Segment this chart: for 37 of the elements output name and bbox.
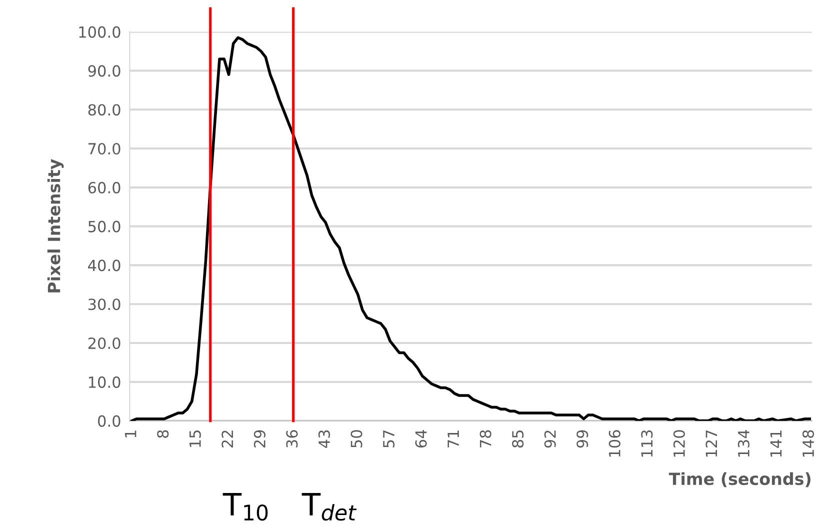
y-tick-label: 60.0 bbox=[88, 182, 120, 194]
x-tick-label: 57 bbox=[383, 430, 395, 448]
y-tick-label: 10.0 bbox=[88, 376, 120, 388]
y-tick-label: 100.0 bbox=[79, 26, 120, 38]
y-tick-label: 40.0 bbox=[88, 260, 120, 272]
x-tick-label: 127 bbox=[706, 430, 717, 457]
x-tick-label: 99 bbox=[576, 430, 588, 448]
x-tick-label: 92 bbox=[544, 430, 556, 448]
y-tick-label: 50.0 bbox=[88, 220, 120, 232]
y-tick-label: 20.0 bbox=[88, 337, 120, 350]
x-tick-label: 120 bbox=[673, 430, 685, 457]
x-tick-label: 64 bbox=[415, 430, 427, 448]
x-tick-label: 29 bbox=[254, 430, 266, 448]
x-tick-label: 78 bbox=[480, 430, 492, 448]
x-tick-label: 8 bbox=[157, 430, 169, 438]
y-tick-label: 80.0 bbox=[88, 104, 120, 116]
x-tick-label: 106 bbox=[608, 430, 620, 457]
x-tick-label: 1 bbox=[125, 430, 136, 438]
y-axis-title: Pixel Intensity bbox=[47, 159, 64, 292]
x-tick-label: 22 bbox=[222, 430, 233, 448]
x-tick-label: 15 bbox=[190, 430, 201, 447]
x-axis-title: Time (seconds) bbox=[668, 472, 810, 488]
ref-line-label: T$_{det}$ bbox=[302, 493, 357, 521]
y-tick-label: 0.0 bbox=[98, 415, 120, 427]
y-tick-label: 90.0 bbox=[88, 65, 120, 77]
x-tick-label: 113 bbox=[641, 430, 653, 457]
x-tick-label: 43 bbox=[318, 430, 330, 448]
x-tick-label: 85 bbox=[512, 430, 524, 448]
x-tick-label: 36 bbox=[286, 430, 298, 448]
x-tick-label: 148 bbox=[802, 430, 814, 457]
ref-line-label: T$_{10}$ bbox=[222, 493, 268, 521]
y-tick-label: 70.0 bbox=[88, 142, 120, 155]
y-tick-label: 30.0 bbox=[88, 298, 120, 310]
x-tick-label: 71 bbox=[448, 430, 459, 448]
x-tick-label: 50 bbox=[350, 430, 362, 448]
x-tick-label: 141 bbox=[770, 430, 782, 457]
x-tick-label: 134 bbox=[738, 430, 750, 457]
